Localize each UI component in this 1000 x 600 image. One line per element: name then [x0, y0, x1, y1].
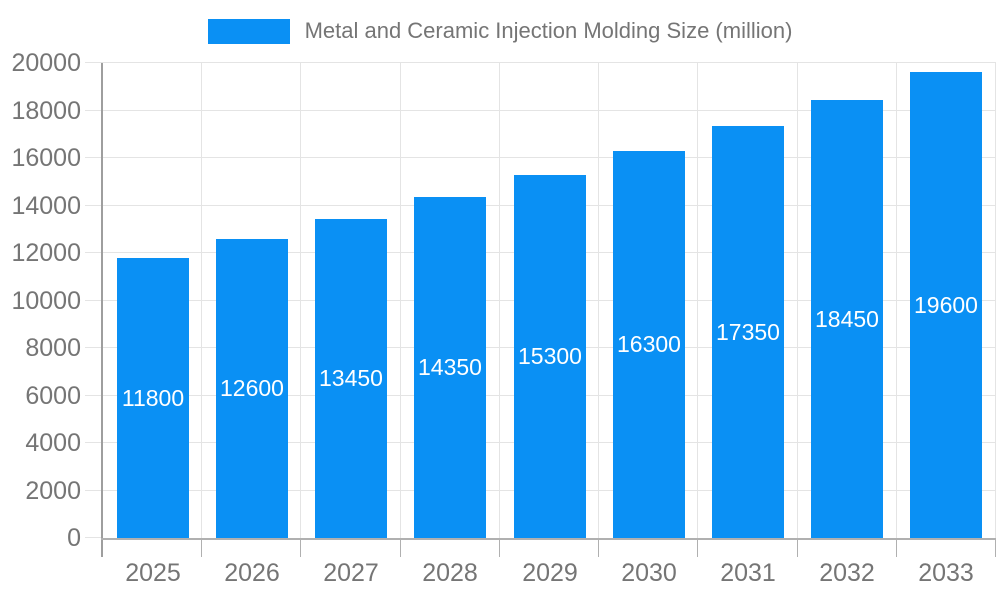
- x-gridline: [697, 63, 698, 538]
- y-axis-line: [101, 63, 103, 557]
- y-gridline: [85, 157, 996, 158]
- y-gridline: [85, 110, 996, 111]
- plot-area: 11800 12600 13450 14350 15300 16300 17350 18450…: [103, 63, 996, 538]
- x-gridline: [797, 63, 798, 538]
- y-axis-tick: [85, 537, 103, 538]
- x-axis-tick: [697, 540, 698, 557]
- bar[interactable]: 19600: [910, 72, 982, 538]
- x-axis-tick: [201, 540, 202, 557]
- legend-swatch-icon: [207, 18, 290, 44]
- x-gridline: [201, 63, 202, 538]
- legend-label: Metal and Ceramic Injection Molding Size…: [304, 18, 793, 43]
- x-axis-tick-label: 2030: [621, 559, 677, 587]
- bar-value-label: 12600: [220, 375, 284, 401]
- x-axis-tick-label: 2026: [224, 559, 280, 587]
- bar-value-label: 17350: [716, 318, 780, 345]
- x-axis-tick-label: 2028: [422, 559, 478, 587]
- bar[interactable]: 18450: [811, 100, 883, 538]
- y-axis-tick-label: 12000: [11, 239, 81, 267]
- x-gridline: [300, 63, 301, 538]
- x-axis-tick-label: 2029: [522, 559, 578, 587]
- x-axis-tick: [598, 540, 599, 557]
- bar-value-label: 15300: [518, 343, 582, 369]
- bar[interactable]: 17350: [712, 126, 784, 538]
- y-axis-tick-label: 10000: [11, 287, 81, 315]
- x-axis-line: [101, 538, 996, 540]
- y-axis-tick-label: 16000: [11, 144, 81, 172]
- x-axis-tick-label: 2025: [125, 559, 181, 587]
- bar[interactable]: 12600: [216, 239, 288, 538]
- x-axis-tick: [400, 540, 401, 557]
- y-gridline: [85, 62, 996, 63]
- bar[interactable]: 13450: [315, 219, 387, 538]
- y-axis-tick-label: 20000: [11, 49, 81, 77]
- x-gridline: [896, 63, 897, 538]
- legend[interactable]: Metal and Ceramic Injection Molding Size…: [0, 17, 1000, 45]
- bar-value-label: 13450: [319, 365, 383, 391]
- x-axis-tick: [300, 540, 301, 557]
- bar-value-label: 18450: [815, 305, 879, 332]
- bar[interactable]: 16300: [613, 151, 685, 538]
- x-axis-tick-label: 2027: [323, 559, 379, 587]
- x-axis-tick-label: 2031: [720, 559, 776, 587]
- y-axis-tick-label: 18000: [11, 97, 81, 125]
- bar[interactable]: 14350: [414, 197, 486, 538]
- y-axis-tick-label: 14000: [11, 192, 81, 220]
- y-axis-tick-label: 8000: [25, 334, 81, 362]
- y-axis-tick-label: 0: [67, 524, 81, 552]
- x-axis-tick: [995, 540, 996, 557]
- y-axis-tick-label: 6000: [25, 382, 81, 410]
- bar-value-label: 14350: [418, 354, 482, 380]
- y-axis-tick-label: 4000: [25, 429, 81, 457]
- bar[interactable]: 11800: [117, 258, 189, 538]
- x-axis-tick: [797, 540, 798, 557]
- x-gridline: [400, 63, 401, 538]
- x-gridline: [995, 63, 996, 538]
- bar[interactable]: 15300: [514, 175, 586, 538]
- bar-value-label: 19600: [914, 291, 978, 318]
- bar-value-label: 16300: [617, 331, 681, 357]
- x-axis-tick: [896, 540, 897, 557]
- bar-value-label: 11800: [121, 384, 185, 411]
- y-axis-tick-label: 2000: [25, 477, 81, 505]
- x-axis-tick-label: 2033: [918, 559, 974, 587]
- x-axis-tick-label: 2032: [819, 559, 875, 587]
- x-axis-tick: [499, 540, 500, 557]
- x-gridline: [598, 63, 599, 538]
- x-gridline: [499, 63, 500, 538]
